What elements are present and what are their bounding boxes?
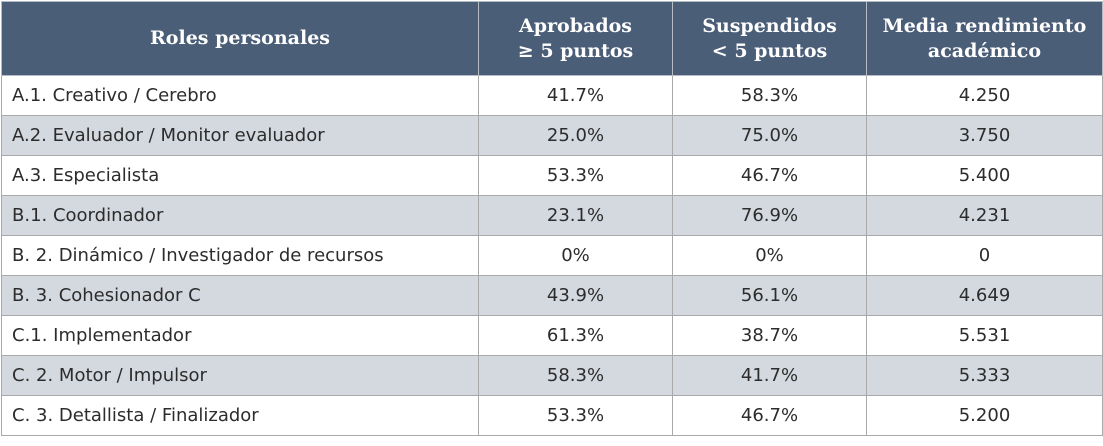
cell-media: 5.333 [866,355,1103,396]
cell-suspendidos: 0% [672,235,867,276]
table-row: C.1. Implementador 61.3% 38.7% 5.531 [1,315,1103,356]
cell-aprobados: 53.3% [478,155,673,196]
cell-role: B. 2. Dinámico / Investigador de recurso… [1,235,479,276]
cell-role: A.1. Creativo / Cerebro [1,75,479,116]
cell-role: C. 2. Motor / Impulsor [1,355,479,396]
header-media: Media rendimiento académico [866,1,1103,76]
header-suspendidos-line1: Suspendidos [702,14,837,37]
cell-role: C. 3. Detallista / Finalizador [1,395,479,436]
cell-aprobados: 58.3% [478,355,673,396]
table-row: B.1. Coordinador 23.1% 76.9% 4.231 [1,195,1103,236]
cell-aprobados: 43.9% [478,275,673,316]
cell-suspendidos: 76.9% [672,195,867,236]
header-aprobados-line2: ≥ 5 puntos [517,39,634,62]
cell-suspendidos: 46.7% [672,395,867,436]
table-row: C. 2. Motor / Impulsor 58.3% 41.7% 5.333 [1,355,1103,396]
cell-aprobados: 23.1% [478,195,673,236]
cell-role: C.1. Implementador [1,315,479,356]
table-body: A.1. Creativo / Cerebro 41.7% 58.3% 4.250 A.… [1,75,1103,436]
cell-media: 4.649 [866,275,1103,316]
cell-suspendidos: 75.0% [672,115,867,156]
table-row: A.1. Creativo / Cerebro 41.7% 58.3% 4.250 [1,75,1103,116]
cell-aprobados: 25.0% [478,115,673,156]
header-roles-line: Roles personales [150,27,330,49]
cell-suspendidos: 41.7% [672,355,867,396]
table-row: A.3. Especialista 53.3% 46.7% 5.400 [1,155,1103,196]
cell-media: 5.531 [866,315,1103,356]
table-row: C. 3. Detallista / Finalizador 53.3% 46.7%… [1,395,1103,436]
cell-suspendidos: 38.7% [672,315,867,356]
cell-role: A.3. Especialista [1,155,479,196]
table-header: Roles personales Aprobados ≥ 5 puntos Su… [1,1,1103,76]
header-roles: Roles personales [1,1,479,76]
cell-media: 5.400 [866,155,1103,196]
cell-suspendidos: 46.7% [672,155,867,196]
cell-suspendidos: 56.1% [672,275,867,316]
header-suspendidos: Suspendidos < 5 puntos [672,1,867,76]
cell-media: 3.750 [866,115,1103,156]
table-row: A.2. Evaluador / Monitor evaluador 25.0% 7… [1,115,1103,156]
cell-aprobados: 53.3% [478,395,673,436]
cell-role: B. 3. Cohesionador C [1,275,479,316]
header-aprobados: Aprobados ≥ 5 puntos [478,1,673,76]
header-aprobados-line1: Aprobados [519,14,632,37]
cell-role: A.2. Evaluador / Monitor evaluador [1,115,479,156]
header-media-line2: académico [927,39,1042,62]
table-row: B. 3. Cohesionador C 43.9% 56.1% 4.649 [1,275,1103,316]
cell-aprobados: 0% [478,235,673,276]
cell-aprobados: 41.7% [478,75,673,116]
header-suspendidos-line2: < 5 puntos [711,39,828,62]
cell-media: 4.231 [866,195,1103,236]
cell-aprobados: 61.3% [478,315,673,356]
header-row: Roles personales Aprobados ≥ 5 puntos Su… [1,1,1103,76]
cell-media: 0 [866,235,1103,276]
cell-media: 4.250 [866,75,1103,116]
cell-role: B.1. Coordinador [1,195,479,236]
cell-media: 5.200 [866,395,1103,436]
header-media-line1: Media rendimiento [882,14,1087,37]
roles-table: Roles personales Aprobados ≥ 5 puntos Su… [1,1,1103,436]
cell-suspendidos: 58.3% [672,75,867,116]
table-row: B. 2. Dinámico / Investigador de recurso… [1,235,1103,276]
